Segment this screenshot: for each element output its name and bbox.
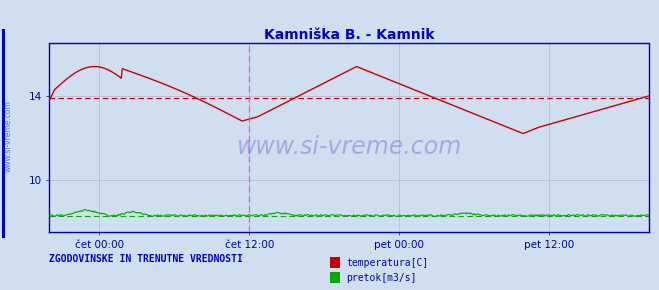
- Text: www.si-vreme.com: www.si-vreme.com: [237, 135, 462, 159]
- Text: temperatura[C]: temperatura[C]: [346, 258, 428, 268]
- Text: pretok[m3/s]: pretok[m3/s]: [346, 273, 416, 282]
- Title: Kamniška B. - Kamnik: Kamniška B. - Kamnik: [264, 28, 434, 42]
- Text: ZGODOVINSKE IN TRENUTNE VREDNOSTI: ZGODOVINSKE IN TRENUTNE VREDNOSTI: [49, 254, 243, 264]
- Text: www.si-vreme.com: www.si-vreme.com: [3, 100, 13, 172]
